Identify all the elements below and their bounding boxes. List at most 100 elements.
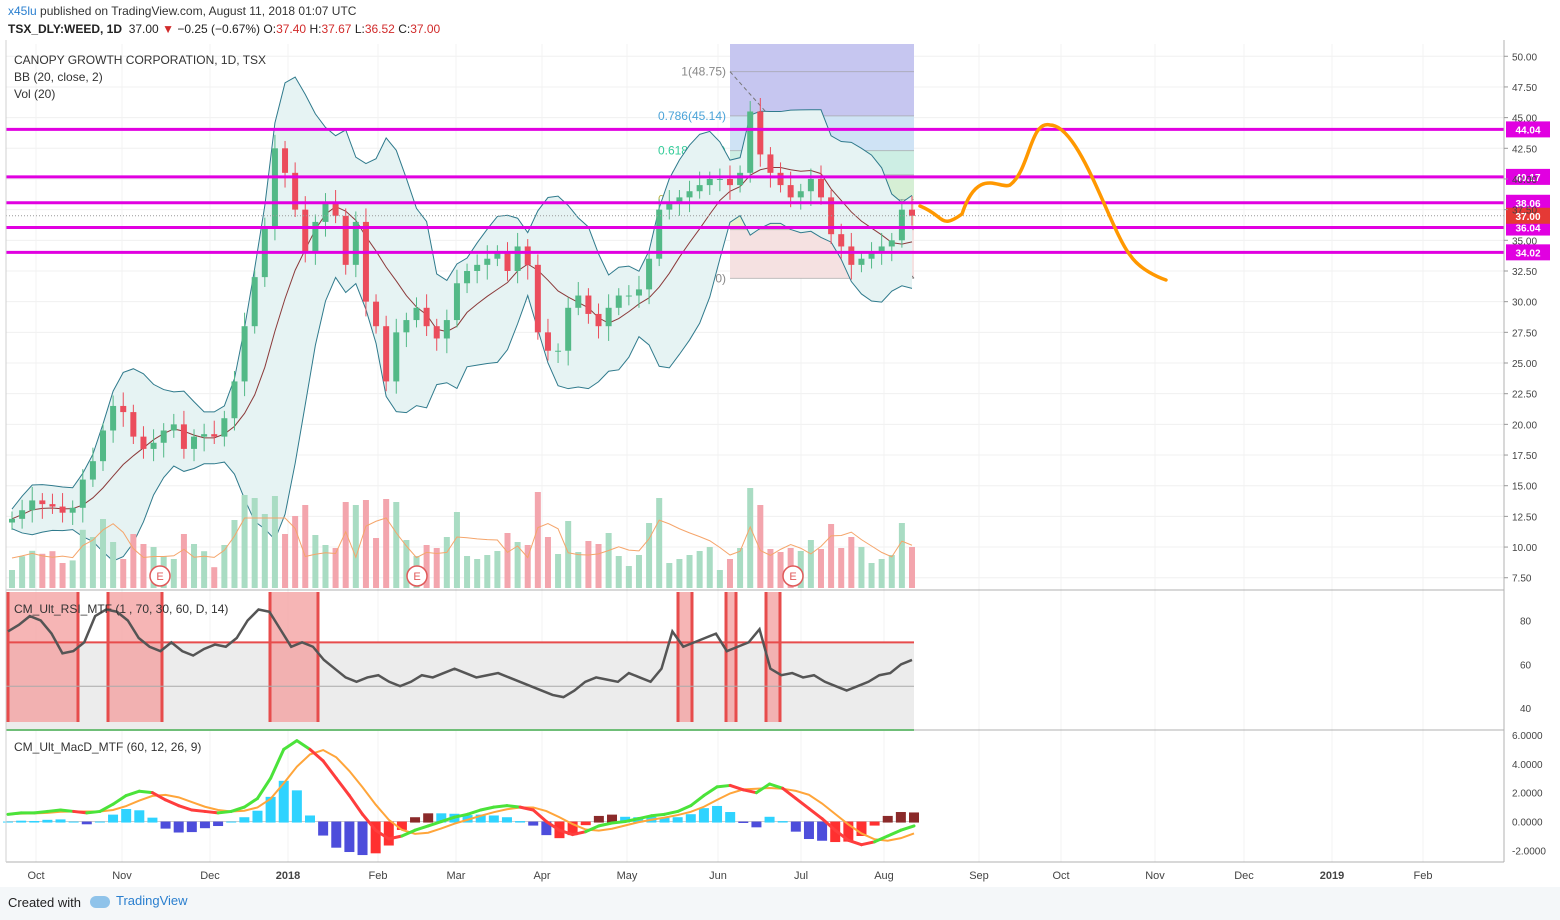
volume-bar <box>79 529 86 588</box>
candle-body <box>211 434 218 437</box>
candlestick-series <box>9 97 915 530</box>
volume-bar <box>403 540 410 588</box>
y-tick-label: 47.50 <box>1512 83 1537 94</box>
macd-histogram-bar <box>160 821 171 829</box>
projection-path[interactable] <box>918 123 1168 282</box>
y-tick-label: 40.00 <box>1512 175 1537 186</box>
volume-bar <box>676 559 683 588</box>
candle-body <box>413 307 420 321</box>
earnings-marker-icon <box>406 565 428 587</box>
chart-header: x45lu published on TradingView.com, Augu… <box>0 0 1560 40</box>
volume-bar <box>524 545 531 588</box>
volume-bar <box>747 488 754 588</box>
macd-line-segment <box>584 824 601 834</box>
chart-canvas[interactable]: 1(48.75)0.786(45.14)0.618(42.31)0.5(40.3… <box>0 40 1560 887</box>
candle-body <box>251 277 258 327</box>
candle-body <box>555 350 562 352</box>
macd-line-segment <box>347 794 365 816</box>
macd-histogram-bar <box>305 815 315 823</box>
x-tick-label: Feb <box>369 870 388 882</box>
rsi-tick-label: 40 <box>1520 704 1532 715</box>
x-tick-label: Nov <box>1145 870 1165 882</box>
candle-body <box>79 479 86 508</box>
candle-body <box>393 332 400 382</box>
macd-histogram-bar <box>882 815 893 823</box>
macd-histogram-bar <box>895 812 906 823</box>
brand-label: TradingView <box>116 893 188 908</box>
macd-histogram-bar <box>567 821 578 836</box>
volume-bar <box>686 555 693 588</box>
macd-histogram-bar <box>383 821 394 846</box>
candle-body <box>292 172 299 210</box>
macd-histogram-bar <box>121 808 132 823</box>
low-label: L: <box>354 22 365 36</box>
volume-bar <box>868 563 875 588</box>
volume-bar <box>838 548 845 588</box>
x-tick-label: 2018 <box>276 870 300 882</box>
macd-tick-label: 4.0000 <box>1512 760 1543 771</box>
x-tick-label: Oct <box>1052 870 1069 882</box>
volume-bar <box>49 551 56 588</box>
macd-line-segment <box>361 812 378 832</box>
volume-bar <box>625 566 632 588</box>
macd-line-segment <box>689 794 706 808</box>
volume-bar <box>595 544 602 588</box>
macd-line-segment <box>649 812 667 818</box>
candle-body <box>716 178 723 180</box>
volume-bar <box>140 544 147 588</box>
volume-bar <box>282 534 289 588</box>
macd-line-segment <box>400 828 417 838</box>
candle-body <box>9 518 15 523</box>
candle-body <box>767 154 774 173</box>
volume-bar <box>464 556 471 588</box>
macd-line-segment <box>216 809 233 815</box>
volume-bar <box>221 545 228 588</box>
macd-tick-label: 6.0000 <box>1512 731 1543 742</box>
tradingview-link[interactable]: TradingView <box>90 893 188 908</box>
macd-line-segment <box>846 838 863 847</box>
candle-body <box>342 215 349 265</box>
level-price-label: 40.17 <box>1515 173 1540 184</box>
rsi-tick-label: 80 <box>1520 616 1532 627</box>
candle-body <box>39 500 46 505</box>
level-price-label: 38.06 <box>1515 199 1540 210</box>
volume-bar <box>352 505 359 588</box>
candle-body <box>332 203 339 216</box>
candle-body <box>534 264 541 333</box>
macd-histogram-bar <box>777 821 788 823</box>
candle-body <box>29 500 36 511</box>
author-link[interactable]: x45lu <box>8 4 37 18</box>
macd-histogram-bar <box>725 812 736 823</box>
volume-bar <box>231 520 238 588</box>
macd-line-segment <box>111 794 128 806</box>
candle-body <box>282 148 289 173</box>
volume-bar <box>322 545 329 588</box>
macd-line-segment <box>807 807 824 821</box>
candle-body <box>100 430 107 462</box>
volume-bar <box>433 548 440 588</box>
volume-bar <box>757 505 764 588</box>
candle-body <box>666 203 673 210</box>
volume-bar <box>251 498 258 588</box>
macd-histogram-bar <box>186 821 197 833</box>
created-with-label: Created with <box>8 895 81 910</box>
volume-bar <box>494 551 501 588</box>
price-value: 37.00 <box>128 22 159 36</box>
candle-body <box>838 234 845 247</box>
macd-line-segment <box>859 840 877 847</box>
macd-signal-line <box>7 748 915 842</box>
volume-bar <box>828 524 835 588</box>
macd-line-segment <box>124 789 141 798</box>
y-tick-label: 17.50 <box>1512 451 1537 462</box>
macd-histogram-bar <box>318 821 329 836</box>
macd-line-segment <box>282 739 299 751</box>
horizontal-levels[interactable]: 44.04 40.17 38.06 36.04 34.02 37.00 <box>6 121 1550 261</box>
volume-bar <box>332 548 339 588</box>
level-price-label: 36.04 <box>1515 224 1540 235</box>
x-tick-label: Jul <box>794 870 808 882</box>
macd-histogram-bar <box>226 821 237 823</box>
candle-body <box>646 258 653 290</box>
rsi-overbought-zone <box>678 592 692 722</box>
macd-histogram-bar <box>698 808 709 823</box>
